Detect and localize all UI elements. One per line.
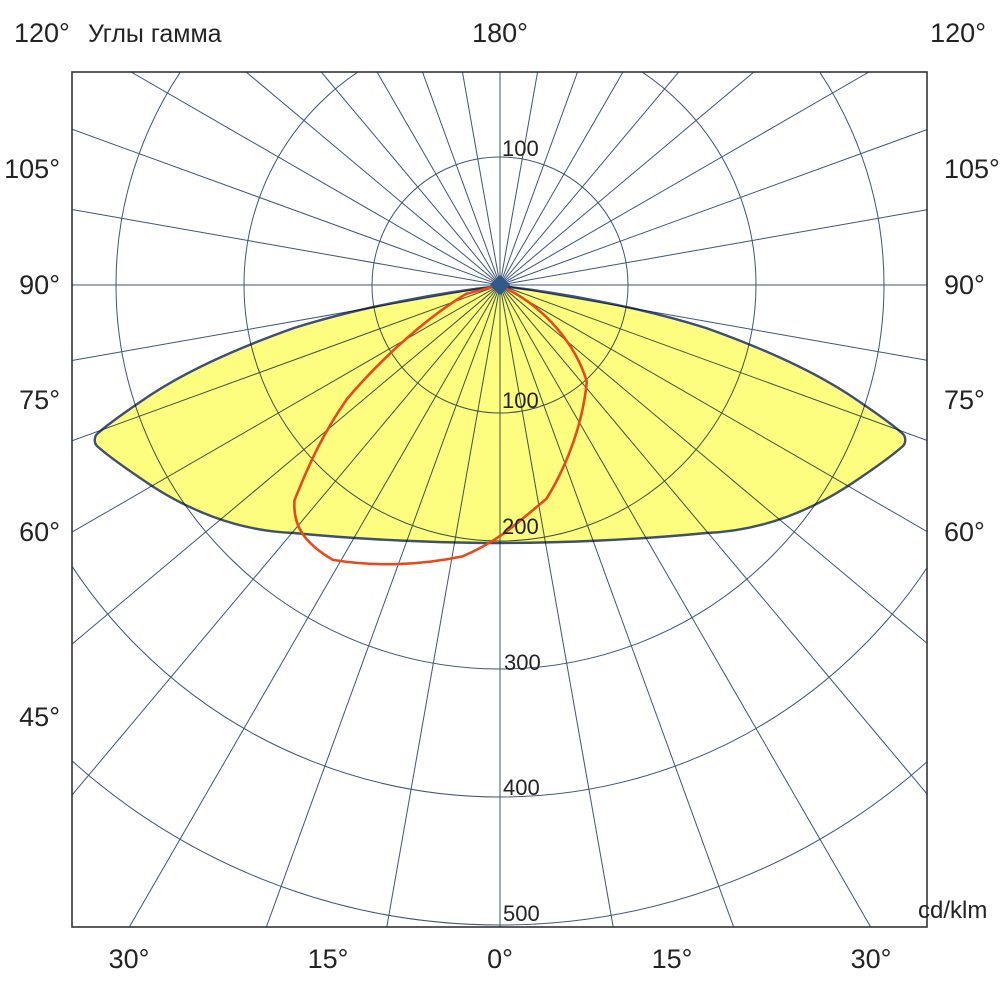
svg-text:90°: 90° <box>944 270 985 300</box>
svg-text:400: 400 <box>503 775 540 800</box>
svg-text:100: 100 <box>502 388 539 413</box>
svg-text:180°: 180° <box>472 18 528 48</box>
svg-text:75°: 75° <box>19 385 60 415</box>
svg-text:105°: 105° <box>944 154 1000 184</box>
svg-text:30°: 30° <box>851 944 892 974</box>
svg-text:100: 100 <box>502 136 539 161</box>
svg-text:300: 300 <box>504 650 541 675</box>
svg-text:cd/klm: cd/klm <box>918 897 987 924</box>
svg-text:90°: 90° <box>19 270 60 300</box>
svg-text:0°: 0° <box>487 944 513 974</box>
svg-text:105°: 105° <box>4 154 60 184</box>
svg-text:75°: 75° <box>944 385 985 415</box>
svg-text:15°: 15° <box>652 944 693 974</box>
svg-text:15°: 15° <box>308 944 349 974</box>
svg-text:45°: 45° <box>19 702 60 732</box>
svg-text:60°: 60° <box>944 517 985 547</box>
svg-text:500: 500 <box>503 901 540 926</box>
svg-text:120°: 120° <box>930 18 986 48</box>
svg-text:200: 200 <box>502 514 539 539</box>
svg-text:30°: 30° <box>109 944 150 974</box>
svg-text:120°: 120° <box>14 18 70 48</box>
svg-text:60°: 60° <box>19 517 60 547</box>
svg-text:Углы гамма: Углы гамма <box>88 20 222 48</box>
